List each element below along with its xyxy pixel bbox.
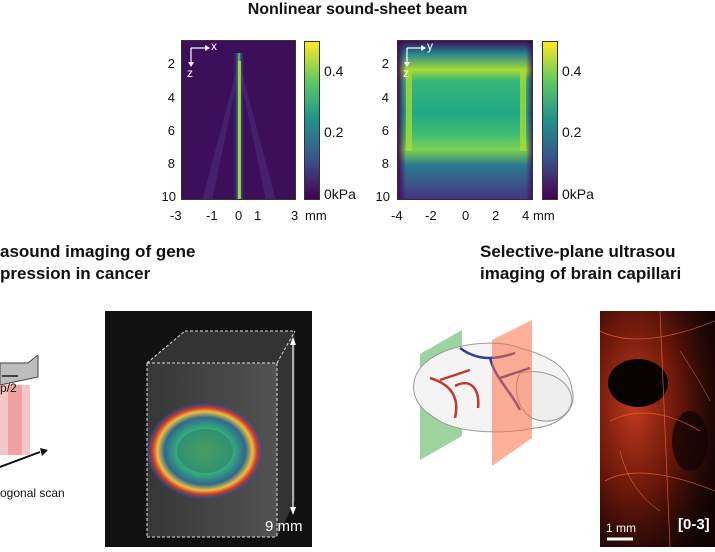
- left-colorbar-tick: 0.4: [324, 63, 344, 79]
- capillary-image-render: [600, 311, 715, 547]
- probe-sketch: [0, 355, 48, 468]
- right-colorbar: [542, 41, 558, 200]
- left-y-tick: 4: [167, 90, 175, 105]
- right-axis-v-label: z: [403, 66, 409, 80]
- right-x-tick: 2: [492, 208, 500, 223]
- right-x-tick: 4: [522, 208, 530, 223]
- left-x-unit: mm: [305, 208, 327, 223]
- right-panel-title-line1: Selective-plane ultrasou: [480, 242, 676, 261]
- figure-title: Nonlinear sound-sheet beam: [247, 1, 468, 18]
- right-axis-indicator: [404, 45, 426, 67]
- right-heatmap: y z: [397, 39, 534, 201]
- left-y-tick: 2: [167, 56, 175, 71]
- left-colorbar-tick: 0kPa: [324, 186, 356, 202]
- right-colorbar-tick: 0.4: [562, 63, 582, 79]
- tumor-volume-image: [146, 330, 296, 538]
- left-axis-h-label: x: [211, 39, 217, 53]
- scan-label: ogonal scan: [0, 486, 65, 500]
- left-colorbar: [304, 41, 320, 200]
- left-y-tick: 6: [167, 123, 175, 138]
- capillary-image: 1 mm [0-3]: [600, 311, 715, 547]
- right-colorbar-tick: 0kPa: [562, 186, 594, 202]
- left-axis-v-label: z: [187, 66, 193, 80]
- right-y-tick: 10: [375, 189, 390, 204]
- left-axis-indicator: [188, 45, 210, 67]
- left-x-tick: 3: [291, 208, 299, 223]
- right-axis-h-label: y: [427, 39, 433, 53]
- capillary-range-label: [0-3]: [678, 516, 710, 533]
- right-x-tick: -4: [391, 208, 403, 223]
- right-y-tick: 8: [381, 156, 389, 171]
- probe-arrow: [2, 375, 18, 381]
- left-y-tick: 10: [161, 189, 176, 204]
- right-heatmap-image: [397, 40, 534, 201]
- left-x-tick: 0: [235, 208, 243, 223]
- right-x-tick: -2: [425, 208, 437, 223]
- tumor-volume-render: 9 mm: [105, 311, 312, 547]
- probe-label: p/2: [0, 381, 17, 395]
- volume-scale-label: 9 mm: [265, 518, 303, 535]
- capillary-scale-label: 1 mm: [606, 521, 636, 535]
- left-heatmap: x z: [181, 39, 297, 201]
- left-panel-title-line1: asound imaging of gene: [0, 242, 196, 261]
- right-y-tick: 4: [381, 90, 389, 105]
- right-colorbar-tick: 0.2: [562, 124, 582, 140]
- left-panel-title-line2: pression in cancer: [0, 264, 151, 283]
- left-x-tick: -3: [170, 208, 182, 223]
- left-colorbar-tick: 0.2: [324, 124, 344, 140]
- brain-illustration: [413, 320, 574, 466]
- right-x-tick: 0: [462, 208, 470, 223]
- left-x-tick: -1: [206, 208, 218, 223]
- right-y-tick: 2: [381, 56, 389, 71]
- right-panel-title-line2: imaging of brain capillari: [480, 264, 682, 283]
- left-heatmap-image: [181, 40, 297, 201]
- left-x-tick: 1: [254, 208, 262, 223]
- left-y-tick: 8: [167, 156, 175, 171]
- right-y-tick: 6: [381, 123, 389, 138]
- right-x-unit: mm: [533, 208, 555, 223]
